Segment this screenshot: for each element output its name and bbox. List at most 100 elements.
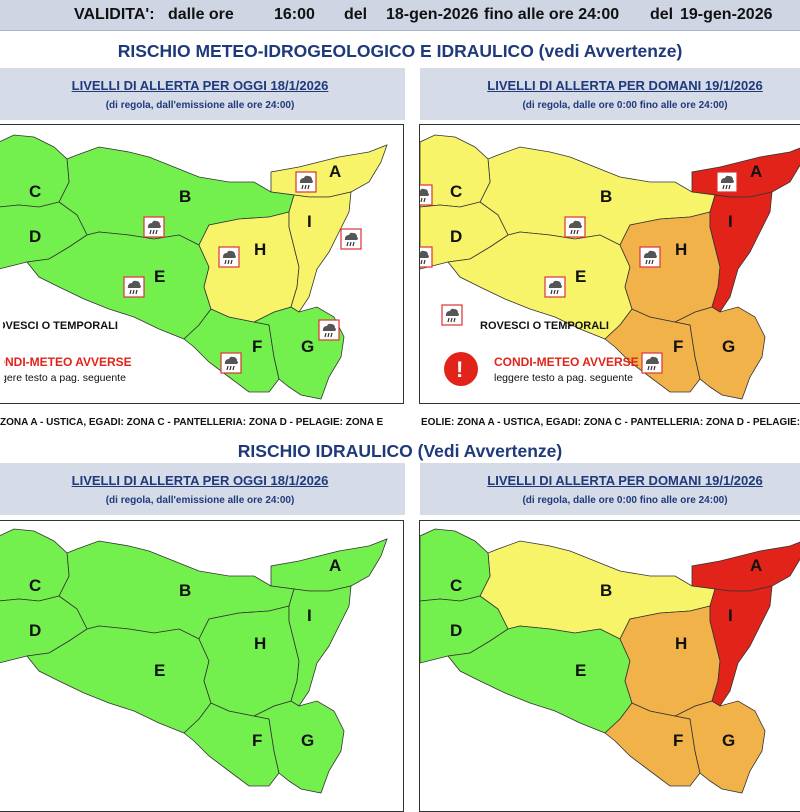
- sicily-map: A B C D E F G H I: [420, 528, 800, 794]
- storm-cloud-icon: [441, 304, 463, 326]
- storm-cloud-icon: [340, 228, 362, 250]
- storm-cloud-icon: [123, 276, 145, 298]
- panel-subtitle: (di regola, dalle ore 0:00 fino alle ore…: [522, 495, 728, 506]
- map-today-hydraulic: A B C D E F G H I: [0, 520, 404, 812]
- panel-title: LIVELLI DI ALLERTA PER OGGI 18/1/2026: [71, 473, 329, 488]
- storm-cloud-icon: [420, 246, 433, 268]
- panel-header-today-hydraulic: LIVELLI DI ALLERTA PER OGGI 18/1/2026 (d…: [0, 463, 405, 515]
- zone-h: [619, 605, 721, 717]
- map-today-meteo: A B C D E F G H I ROVESCI O TEMPORALI CONDI-METEO …: [0, 124, 404, 404]
- date-from: 18-gen-2026: [386, 6, 479, 23]
- legend-rovesci: ROVESCI O TEMPORALI: [480, 320, 609, 332]
- zone-label-a: A: [329, 556, 341, 575]
- section-title-hydraulic: RISCHIO IDRAULICO (Vedi Avvertenze): [237, 441, 563, 461]
- zone-label-a: A: [329, 162, 341, 181]
- zone-label-f: F: [673, 731, 683, 750]
- panel-title: LIVELLI DI ALLERTA PER DOMANI 19/1/2026: [487, 473, 763, 488]
- legend-leggere: leggere testo a pag. seguente: [0, 372, 126, 384]
- zone-label-a: A: [750, 556, 762, 575]
- sicily-map: A B C D E F G H I: [0, 134, 388, 400]
- zone-label-c: C: [450, 182, 462, 201]
- zone-i: [709, 585, 773, 707]
- map-tomorrow-hydraulic: A B C D E F G H I: [419, 520, 800, 812]
- footnote-left: ZONA A - USTICA, EGADI: ZONA C - PANTELL…: [0, 417, 384, 428]
- storm-cloud-icon: [641, 352, 663, 374]
- zone-h: [198, 211, 300, 323]
- panel-header-tomorrow-hydraulic: LIVELLI DI ALLERTA PER DOMANI 19/1/2026 …: [420, 463, 800, 515]
- panel-header-tomorrow-meteo: LIVELLI DI ALLERTA PER DOMANI 19/1/2026 …: [420, 68, 800, 120]
- sicily-map: A B C D E F G H I: [0, 528, 388, 794]
- zone-label-f: F: [252, 337, 262, 356]
- zone-h: [198, 605, 300, 717]
- zone-label-g: G: [301, 731, 314, 750]
- del-label-2: del: [650, 6, 674, 23]
- validity-label: VALIDITA':: [74, 6, 155, 23]
- zone-label-i: I: [307, 212, 312, 231]
- zone-i: [288, 191, 352, 313]
- storm-cloud-icon: [564, 216, 586, 238]
- zone-label-i: I: [728, 606, 733, 625]
- storm-cloud-icon: [295, 171, 317, 193]
- del-label-1: del: [344, 6, 368, 23]
- panel-subtitle: (di regola, dall'emissione alle ore 24:0…: [105, 495, 295, 506]
- panel-title: LIVELLI DI ALLERTA PER OGGI 18/1/2026: [71, 78, 329, 93]
- storm-cloud-icon: [143, 216, 165, 238]
- zone-label-a: A: [750, 162, 762, 181]
- zone-label-f: F: [252, 731, 262, 750]
- zone-label-d: D: [450, 227, 462, 246]
- zone-label-c: C: [450, 576, 462, 595]
- sicily-map: A B C D E F G H I!: [420, 134, 800, 400]
- zone-label-d: D: [29, 621, 41, 640]
- zone-label-c: C: [29, 576, 41, 595]
- legend-condi: CONDI-METEO AVVERSE: [494, 355, 639, 369]
- storm-cloud-icon: [220, 352, 242, 374]
- fino-label: fino alle ore 24:00: [484, 6, 620, 23]
- zone-label-e: E: [154, 661, 165, 680]
- dalle-ore-label: dalle ore: [168, 6, 234, 23]
- zone-label-b: B: [600, 187, 612, 206]
- zone-label-h: H: [254, 634, 266, 653]
- legend-rovesci: ROVESCI O TEMPORALI: [0, 320, 118, 332]
- zone-label-g: G: [301, 337, 314, 356]
- time-from: 16:00: [274, 6, 315, 23]
- exclamation-circle-icon: [444, 352, 478, 386]
- panel-subtitle: (di regola, dalle ore 0:00 fino alle ore…: [522, 100, 728, 111]
- zone-label-i: I: [307, 606, 312, 625]
- storm-cloud-icon: [639, 246, 661, 268]
- section-title-meteo: RISCHIO METEO-IDROGEOLOGICO E IDRAULICO …: [117, 41, 683, 61]
- storm-cloud-icon: [318, 319, 340, 341]
- panel-header-today-meteo: LIVELLI DI ALLERTA PER OGGI 18/1/2026 (d…: [0, 68, 405, 120]
- zone-a: [691, 541, 800, 592]
- storm-cloud-icon: [544, 276, 566, 298]
- legend: !: [441, 304, 478, 386]
- zone-label-g: G: [722, 731, 735, 750]
- zone-label-b: B: [179, 581, 191, 600]
- zone-i: [709, 191, 773, 313]
- validity-bar: VALIDITA': dalle ore 16:00 del 18-gen-20…: [0, 0, 800, 31]
- zone-label-g: G: [722, 337, 735, 356]
- zone-label-e: E: [154, 267, 165, 286]
- panel-title: LIVELLI DI ALLERTA PER DOMANI 19/1/2026: [487, 78, 763, 93]
- date-to: 19-gen-2026: [680, 6, 773, 23]
- zone-label-e: E: [575, 267, 586, 286]
- svg-text:!: !: [456, 357, 463, 382]
- zone-label-e: E: [575, 661, 586, 680]
- zone-label-h: H: [675, 240, 687, 259]
- panel-subtitle: (di regola, dall'emissione alle ore 24:0…: [105, 100, 295, 111]
- storm-cloud-icon: [420, 184, 433, 206]
- legend-leggere: leggere testo a pag. seguente: [494, 372, 633, 384]
- storm-cloud-icon: [218, 246, 240, 268]
- zone-h: [619, 211, 721, 323]
- storm-cloud-icon: [716, 171, 738, 193]
- zone-label-h: H: [675, 634, 687, 653]
- zone-a: [691, 147, 800, 198]
- zone-label-i: I: [728, 212, 733, 231]
- legend-condi: CONDI-METEO AVVERSE: [0, 355, 132, 369]
- footnote-right: EOLIE: ZONA A - USTICA, EGADI: ZONA C - …: [421, 417, 800, 428]
- zone-label-b: B: [600, 581, 612, 600]
- zone-i: [288, 585, 352, 707]
- zone-label-f: F: [673, 337, 683, 356]
- zone-label-h: H: [254, 240, 266, 259]
- zone-label-d: D: [29, 227, 41, 246]
- zone-label-c: C: [29, 182, 41, 201]
